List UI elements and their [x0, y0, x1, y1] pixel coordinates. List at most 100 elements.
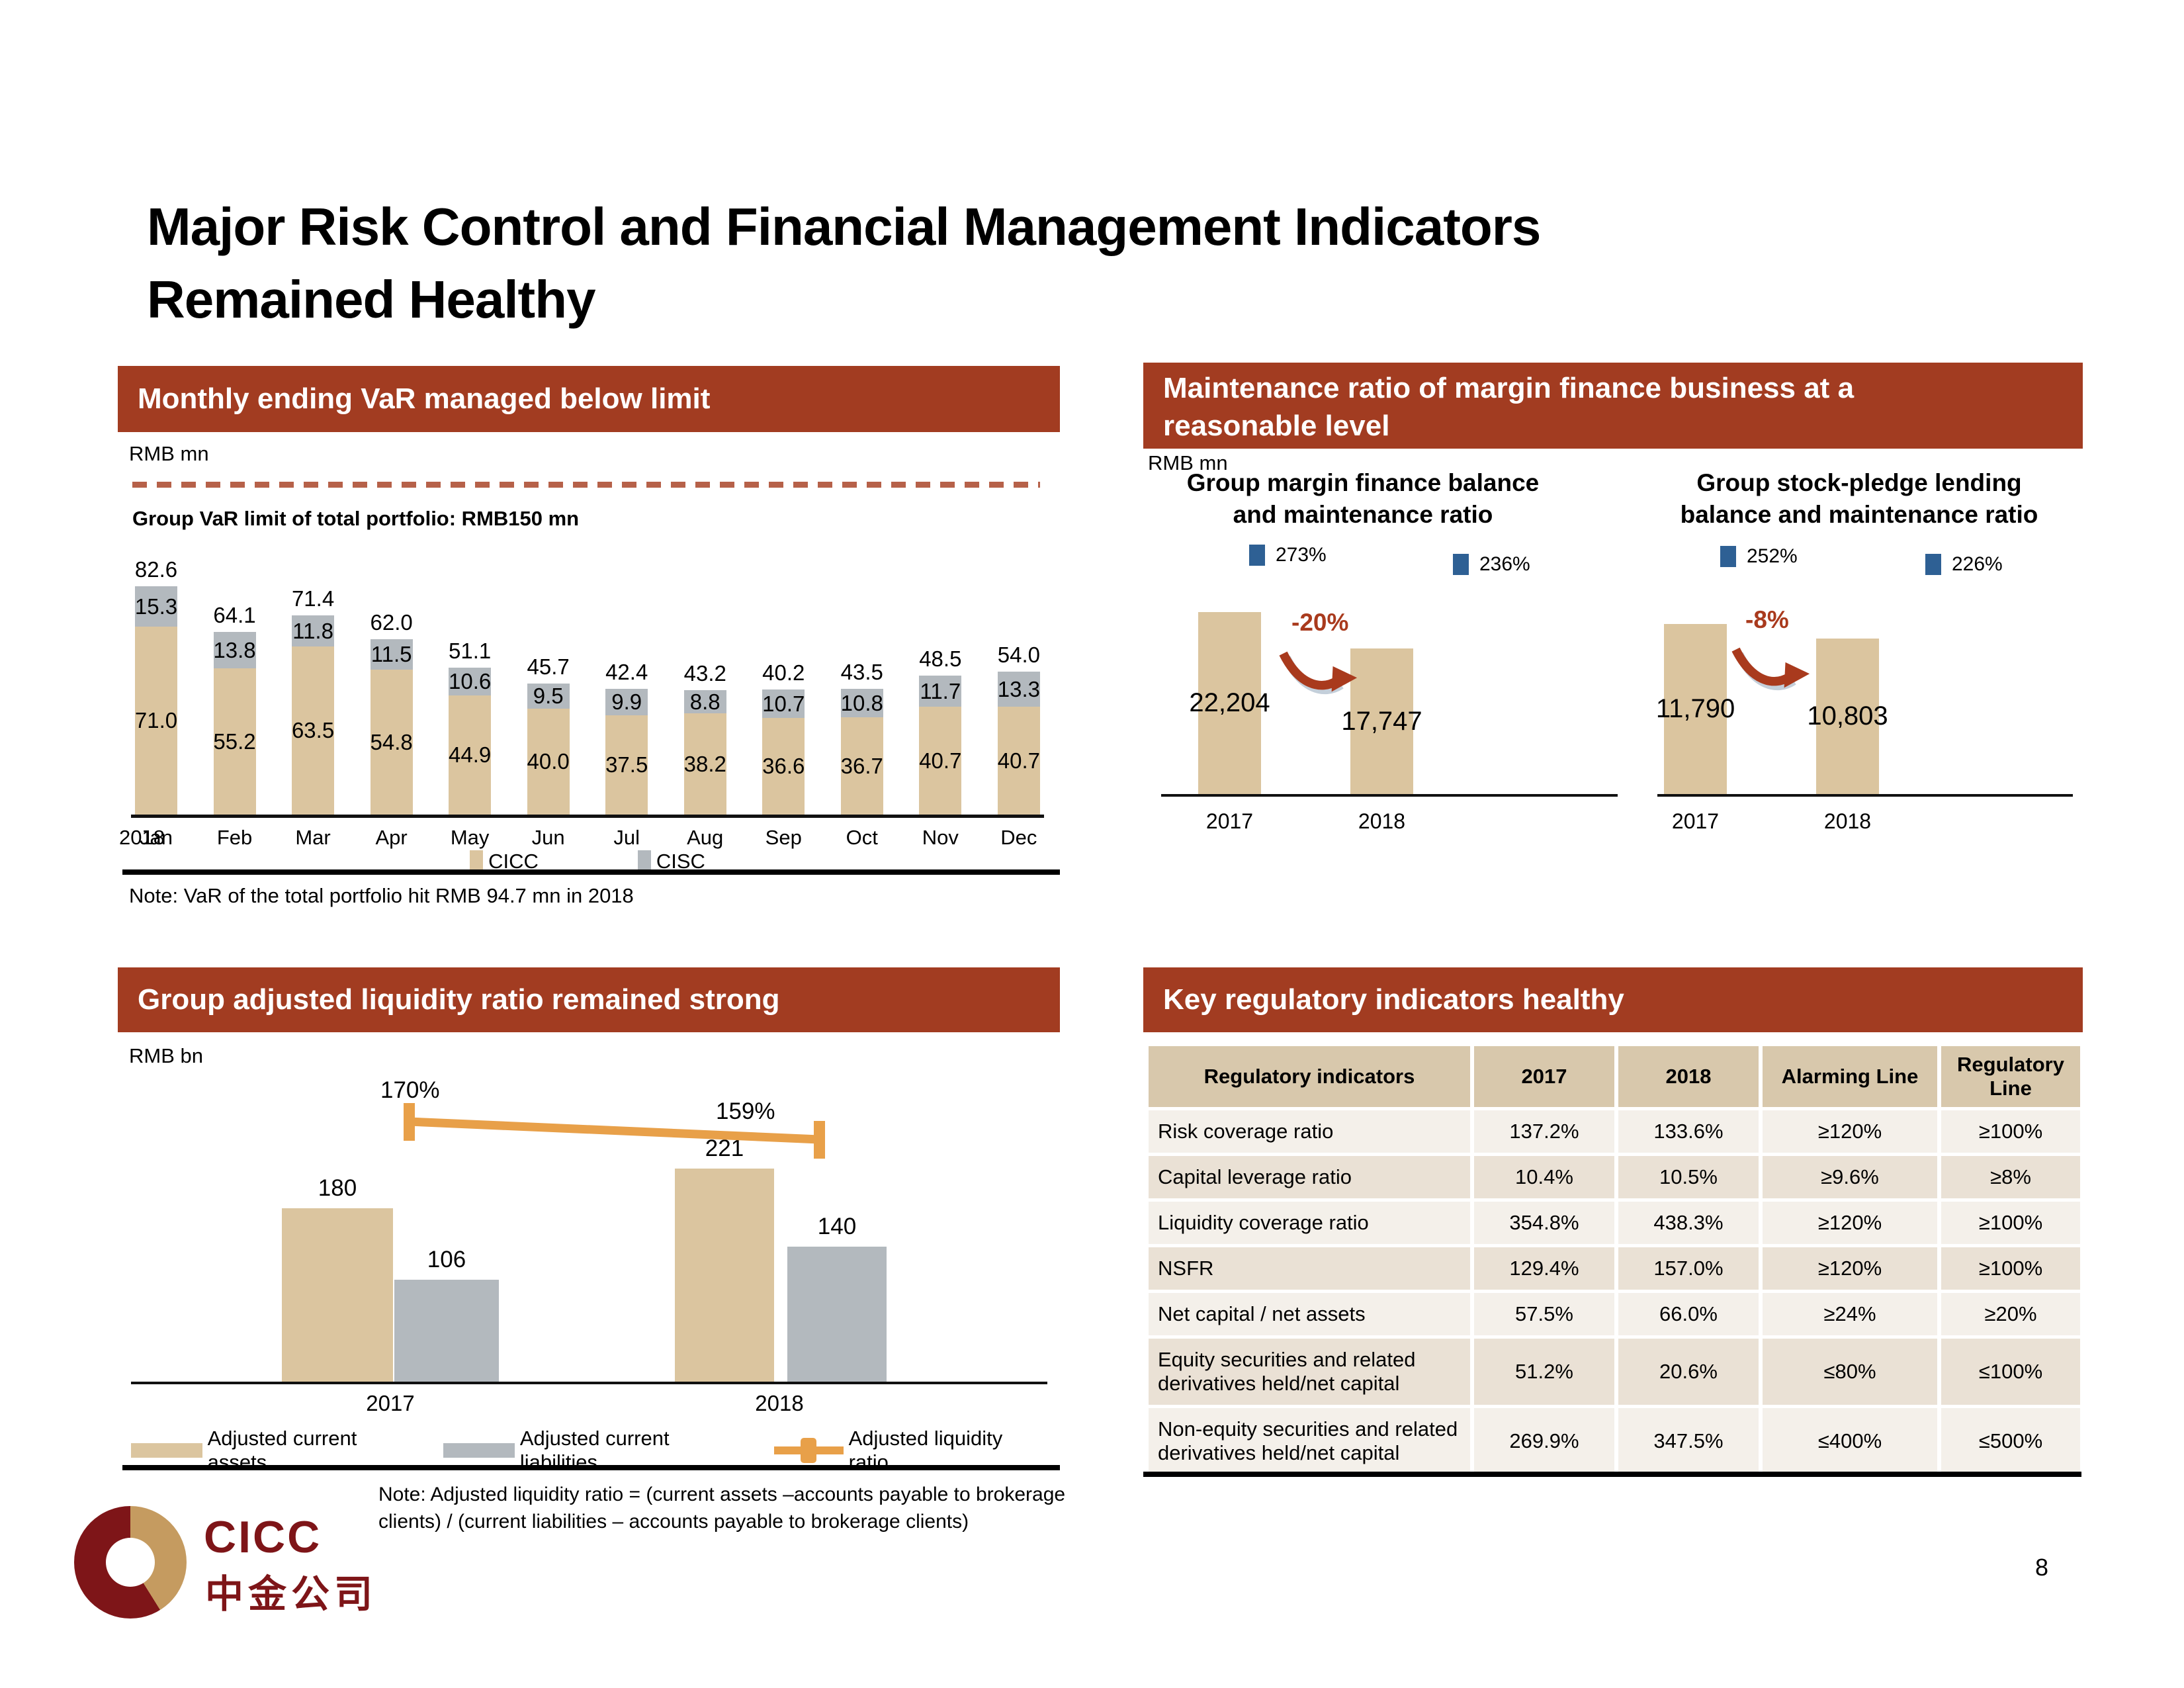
- cicc-segment: 54.8: [370, 670, 413, 815]
- liquidity-year-2017: 2017: [366, 1391, 415, 1415]
- value-cell: ≤80%: [1763, 1339, 1937, 1405]
- legend-item-cisc: CISC: [637, 850, 705, 873]
- var-axis-months: Jan Feb Mar Apr May Jun Jul Aug Sep Oct Nov Dec: [131, 826, 1044, 850]
- value-cell: ≥20%: [1941, 1293, 2080, 1335]
- var-total-label: 71.4: [291, 586, 335, 611]
- var-bar-aug: 43.2 8.8 38.2: [684, 661, 726, 815]
- var-total-label: 82.6: [134, 557, 178, 582]
- value-cell: ≤100%: [1941, 1339, 2080, 1405]
- mini-bar-2018: 17,747: [1341, 648, 1422, 794]
- table-header-cell: Alarming Line: [1763, 1046, 1937, 1107]
- cicc-segment: 37.5: [605, 715, 648, 815]
- cisc-segment: 13.3: [998, 672, 1040, 707]
- mini-year-label: 2018: [1358, 809, 1406, 833]
- indicator-cell: Capital leverage ratio: [1149, 1156, 1470, 1198]
- ratio-line-swatch-icon: [774, 1438, 844, 1463]
- cicc-segment: 36.6: [762, 718, 805, 815]
- liquidity-panel-header: Group adjusted liquidity ratio remained …: [118, 967, 1060, 1032]
- value-cell: 354.8%: [1474, 1202, 1614, 1244]
- maintenance-header-line2: reasonable level: [1163, 410, 1390, 443]
- var-total-label: 45.7: [527, 654, 570, 679]
- ratio-legend-2017-pledge: 252%: [1720, 545, 1798, 568]
- value-cell: ≥120%: [1763, 1202, 1937, 1244]
- legend-item-ratio: Adjusted liquidity ratio: [774, 1427, 1047, 1474]
- mini-bar-2017: 22,204: [1189, 612, 1270, 794]
- down-trend-arrow-icon: [1279, 651, 1358, 695]
- var-total-label: 48.5: [919, 646, 962, 671]
- var-bar-apr: 62.0 11.5 54.8: [370, 610, 413, 815]
- cisc-swatch-icon: [637, 850, 651, 873]
- indicator-cell: Equity securities and related derivative…: [1149, 1339, 1470, 1405]
- indicator-cell: Net capital / net assets: [1149, 1293, 1470, 1335]
- down-trend-arrow-icon: [1731, 647, 1810, 691]
- mini-year-label: 2017: [1205, 809, 1254, 833]
- value-cell: 66.0%: [1618, 1293, 1759, 1335]
- ratio-value: 273%: [1276, 544, 1327, 566]
- var-month-label: Feb: [216, 826, 253, 849]
- cisc-segment: 11.7: [919, 676, 962, 707]
- table-row: Net capital / net assets 57.5% 66.0% ≥24% ≥2…: [1149, 1293, 2080, 1335]
- margin-finance-bar-chart: 22,204 2017 17,747 2018: [1161, 594, 1618, 833]
- value-cell: ≥100%: [1941, 1202, 2080, 1244]
- var-month-label: Mar: [295, 826, 331, 849]
- slide-title: Major Risk Control and Financial Managem…: [147, 191, 1541, 337]
- table-body: Risk coverage ratio 137.2% 133.6% ≥120% ≥100…: [1149, 1110, 2080, 1474]
- indicator-cell: Risk coverage ratio: [1149, 1110, 1470, 1153]
- table-header-cell: Regulatory Line: [1941, 1046, 2080, 1107]
- ratio-legend-2018-margin: 236%: [1453, 553, 1530, 576]
- var-month-label: Jan: [140, 826, 173, 849]
- var-panel-title: Monthly ending VaR managed below limit: [138, 382, 711, 415]
- liq-bar-value: 106: [427, 1247, 466, 1272]
- value-cell: 10.5%: [1618, 1156, 1759, 1198]
- liq-bar-value: 180: [318, 1175, 357, 1201]
- liquidity-panel-divider: [122, 1465, 1060, 1470]
- liq-bar-value: 140: [817, 1214, 857, 1239]
- var-month-label: Jul: [613, 826, 640, 849]
- var-bar-may: 51.1 10.6 44.9: [449, 639, 491, 815]
- regulatory-panel-title: Key regulatory indicators healthy: [1163, 983, 1624, 1016]
- liquidity-unit-label: RMB bn: [129, 1044, 203, 1067]
- stock-pledge-chart-title: Group stock-pledge lending balance and m…: [1634, 467, 2084, 531]
- indicator-cell: Liquidity coverage ratio: [1149, 1202, 1470, 1244]
- table-header-cell: 2018: [1618, 1046, 1759, 1107]
- var-month-label: Aug: [687, 826, 724, 849]
- value-cell: 129.4%: [1474, 1247, 1614, 1290]
- cicc-logo-chinese-text: 中金公司: [205, 1573, 378, 1616]
- table-row: Non-equity securities and related deriva…: [1149, 1408, 2080, 1474]
- var-limit-label: Group VaR limit of total portfolio: RMB1…: [132, 507, 580, 530]
- table-row: Liquidity coverage ratio 354.8% 438.3% ≥120…: [1149, 1202, 2080, 1244]
- var-month-label: Nov: [922, 826, 959, 849]
- indicator-cell: Non-equity securities and related deriva…: [1149, 1408, 1470, 1474]
- maintenance-header-line1: Maintenance ratio of margin finance busi…: [1163, 372, 1855, 404]
- blue-square-icon: [1925, 554, 1941, 575]
- var-panel-divider: [122, 869, 1060, 875]
- table-header-cell: Regulatory indicators: [1149, 1046, 1470, 1107]
- value-cell: 51.2%: [1474, 1339, 1614, 1405]
- cicc-logo-text: CICC: [204, 1512, 322, 1562]
- cisc-segment: 13.8: [213, 632, 256, 668]
- liq-bar-2017: 180: [282, 1175, 393, 1382]
- var-month-label: Sep: [765, 826, 802, 849]
- cicc-segment: 44.9: [449, 695, 491, 815]
- var-total-label: 62.0: [370, 610, 413, 635]
- margin-finance-title-line2: and maintenance ratio: [1233, 501, 1493, 529]
- cisc-segment: 10.7: [762, 689, 805, 718]
- value-cell: 20.6%: [1618, 1339, 1759, 1405]
- regulatory-indicators-table: Regulatory indicators 2017 2018 Alarming Li…: [1145, 1043, 2084, 1478]
- liquidity-ratio-2018-label: 159%: [716, 1098, 775, 1124]
- var-bar-feb: 64.1 13.8 55.2: [213, 603, 256, 815]
- cicc-segment: 40.7: [998, 707, 1040, 815]
- liq-bar-2018: 221: [675, 1135, 774, 1382]
- cicc-segment: 40.7: [919, 707, 961, 815]
- liq-bar-2018: 140: [787, 1214, 887, 1382]
- cicc-segment: 40.0: [527, 709, 570, 815]
- var-note: Note: VaR of the total portfolio hit RMB…: [129, 884, 634, 907]
- var-unit-label: RMB mn: [129, 442, 209, 465]
- var-bar-sep: 40.2 10.7 36.6: [762, 660, 805, 815]
- var-month-label: May: [450, 826, 490, 849]
- table-row: Equity securities and related derivative…: [1149, 1339, 2080, 1405]
- liabilities-swatch-icon: [443, 1443, 515, 1458]
- var-bar-mar: 71.4 11.8 63.5: [292, 586, 334, 815]
- table-head: Regulatory indicators 2017 2018 Alarming Li…: [1149, 1046, 2080, 1107]
- value-cell: 137.2%: [1474, 1110, 1614, 1153]
